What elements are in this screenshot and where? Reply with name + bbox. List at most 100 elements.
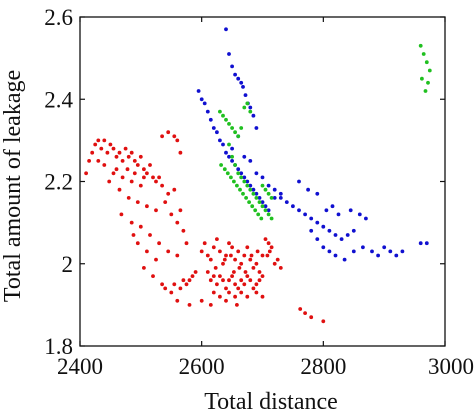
data-point [248, 257, 253, 262]
data-point [345, 233, 350, 237]
data-point [297, 208, 301, 213]
data-point [224, 150, 228, 155]
data-point [303, 311, 307, 315]
data-point [388, 249, 393, 254]
data-point [275, 257, 280, 262]
data-point [218, 138, 222, 143]
x-tick-label: 2600 [179, 354, 225, 379]
data-point [148, 163, 152, 167]
data-point [172, 187, 177, 192]
data-point [257, 270, 262, 274]
data-point [247, 200, 252, 205]
data-point [315, 191, 320, 196]
data-point [233, 163, 238, 167]
data-point [205, 109, 210, 114]
data-point [382, 245, 387, 250]
data-point [248, 159, 253, 163]
data-point [245, 101, 250, 106]
data-point [224, 286, 228, 291]
data-point [278, 196, 283, 200]
data-point [123, 146, 128, 151]
data-point [248, 278, 253, 283]
data-point [266, 183, 271, 188]
data-point [224, 298, 228, 303]
data-point [298, 307, 303, 311]
data-point [208, 117, 213, 122]
data-point [215, 282, 219, 287]
data-point [119, 212, 124, 217]
data-point [178, 286, 183, 291]
data-point [272, 196, 277, 200]
data-point [423, 89, 428, 93]
data-point [135, 200, 140, 205]
data-point [202, 101, 207, 106]
data-point [260, 183, 265, 188]
data-point [327, 249, 332, 254]
data-point [227, 278, 231, 283]
data-point [266, 208, 271, 213]
data-point [224, 27, 228, 32]
data-point [211, 126, 216, 130]
data-point [421, 52, 426, 56]
data-point [236, 167, 241, 172]
data-point [272, 187, 277, 192]
data-point [218, 294, 222, 299]
data-point [333, 253, 338, 258]
data-point [163, 286, 168, 291]
data-point [132, 159, 137, 163]
data-point [230, 274, 235, 278]
data-point [175, 298, 180, 303]
data-point [175, 253, 180, 258]
data-point [245, 274, 250, 278]
data-point [99, 146, 104, 151]
data-point [187, 303, 192, 307]
data-point [211, 290, 216, 295]
data-point [151, 274, 155, 278]
data-point [138, 154, 143, 159]
y-tick-label: 2.6 [44, 5, 73, 30]
data-point [160, 282, 165, 287]
data-point [426, 80, 430, 85]
data-point [145, 249, 149, 254]
data-point [254, 282, 259, 287]
y-tick-label: 2.4 [44, 87, 73, 112]
data-point [239, 290, 244, 295]
data-point [263, 237, 268, 242]
data-point [241, 191, 245, 196]
data-point [107, 179, 112, 184]
data-point [211, 245, 216, 250]
data-point [236, 171, 241, 176]
data-point [321, 245, 326, 250]
data-point [364, 216, 368, 221]
data-point [260, 175, 265, 180]
data-point [129, 150, 134, 155]
data-point [108, 142, 113, 147]
data-point [166, 130, 171, 135]
data-point [187, 278, 192, 283]
data-point [120, 175, 125, 180]
data-point [244, 196, 249, 200]
x-tick-label: 3000 [428, 354, 474, 379]
data-point [370, 249, 374, 254]
data-point [394, 253, 399, 258]
data-point [105, 150, 110, 155]
data-point [418, 241, 423, 246]
data-point [427, 68, 432, 73]
data-point [235, 183, 239, 188]
data-point [242, 105, 247, 110]
y-axis-label: Total amount of leakage [0, 70, 26, 302]
data-point [172, 134, 177, 139]
data-point [348, 208, 353, 213]
data-point [84, 171, 88, 176]
data-point [230, 146, 235, 151]
data-point [400, 249, 405, 254]
data-point [251, 266, 256, 270]
data-point [157, 241, 162, 246]
x-tick-label: 2800 [300, 354, 346, 379]
data-point [230, 126, 235, 130]
data-point [145, 171, 149, 176]
data-point [178, 150, 183, 155]
data-point [111, 171, 116, 176]
data-point [309, 228, 314, 233]
data-point [184, 241, 189, 246]
